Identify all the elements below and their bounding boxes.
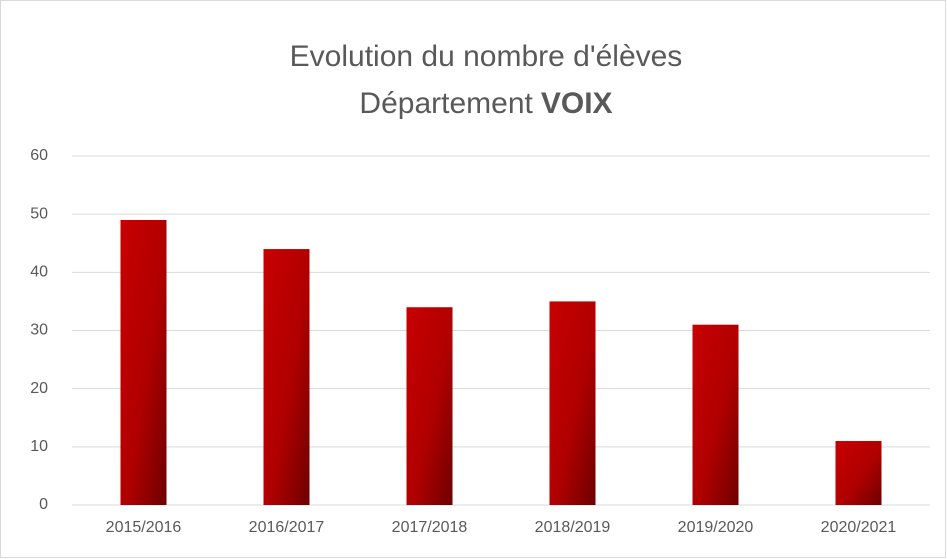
x-tick-label: 2017/2018 (392, 519, 468, 536)
chart-subtitle: Département VOIX (359, 87, 612, 120)
subtitle-text: Département (359, 87, 533, 120)
y-tick-label: 0 (39, 496, 48, 513)
bar (549, 301, 596, 505)
y-tick-label: 10 (30, 438, 48, 455)
bar (406, 307, 453, 505)
y-tick-label: 60 (30, 147, 48, 164)
y-tick-label: 20 (30, 380, 48, 397)
chart-title: Evolution du nombre d'élèves (290, 40, 683, 73)
bar (692, 324, 739, 505)
x-tick-label: 2020/2021 (821, 519, 897, 536)
subtitle-bold: VOIX (541, 87, 613, 120)
x-tick-label: 2019/2020 (678, 519, 754, 536)
bar (263, 249, 310, 505)
x-tick-label: 2016/2017 (249, 519, 325, 536)
y-tick-label: 40 (30, 264, 48, 281)
y-tick-label: 50 (30, 205, 48, 222)
x-tick-label: 2015/2016 (106, 519, 182, 536)
bar (835, 441, 882, 505)
x-tick-label: 2018/2019 (535, 519, 611, 536)
y-tick-label: 30 (30, 322, 48, 339)
bar (120, 219, 167, 505)
